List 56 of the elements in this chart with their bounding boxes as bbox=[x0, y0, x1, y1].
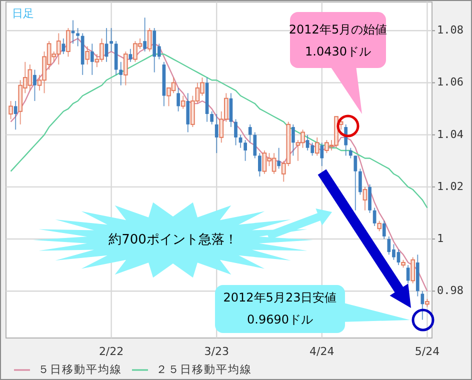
candlestick bbox=[362, 186, 368, 211]
candlestick bbox=[76, 28, 80, 47]
legend-label: ２５日移動平均線 bbox=[156, 363, 252, 376]
candlestick bbox=[368, 184, 372, 214]
candlestick bbox=[410, 256, 416, 284]
x-tick-label: 3/23 bbox=[204, 345, 229, 358]
candlestick bbox=[377, 220, 382, 232]
candlestick bbox=[314, 136, 320, 156]
candlestick bbox=[344, 124, 348, 156]
y-tick-label: 1.04 bbox=[437, 128, 464, 141]
candlestick bbox=[420, 290, 424, 320]
candlestick bbox=[128, 48, 132, 62]
y-tick-label: 1 bbox=[437, 232, 444, 246]
x-tick-label: 2/22 bbox=[98, 345, 124, 358]
candlestick bbox=[62, 38, 66, 55]
annotation: 日足 bbox=[12, 7, 34, 20]
candlestick bbox=[320, 142, 324, 167]
candlestick bbox=[90, 43, 94, 76]
candlestick bbox=[147, 28, 152, 52]
candlestick bbox=[234, 118, 238, 146]
y-tick-label: 1.06 bbox=[437, 76, 464, 89]
candlestick bbox=[382, 220, 386, 240]
candlestick bbox=[210, 110, 214, 125]
candlestick bbox=[186, 92, 190, 133]
candlestick bbox=[244, 140, 247, 162]
candlestick bbox=[176, 87, 180, 112]
candlestick bbox=[180, 95, 186, 110]
candlestick bbox=[14, 100, 18, 130]
candlestick bbox=[253, 132, 257, 159]
candlestick bbox=[123, 50, 128, 86]
y-tick-label: 1.02 bbox=[437, 180, 464, 193]
candlestick bbox=[119, 61, 123, 86]
legend-label: ５日移動平均線 bbox=[38, 363, 122, 376]
candlestick bbox=[258, 152, 262, 178]
y-tick-label: 1.08 bbox=[437, 24, 464, 37]
x-tick-label: 5/24 bbox=[414, 345, 440, 358]
candlestick bbox=[71, 20, 75, 44]
candlestick bbox=[8, 100, 13, 120]
x-tick-label: 4/24 bbox=[310, 345, 334, 358]
annotation: 約700ポイント急落！ bbox=[108, 232, 238, 248]
candlestick bbox=[348, 147, 352, 159]
candlestick bbox=[277, 147, 281, 170]
candlestick bbox=[110, 28, 113, 52]
candlestick bbox=[358, 168, 362, 196]
candlestick bbox=[214, 114, 218, 154]
candlestick bbox=[354, 155, 358, 211]
candlestick bbox=[143, 17, 146, 52]
candlestick bbox=[33, 69, 36, 102]
candlestick bbox=[85, 46, 90, 66]
candlestick bbox=[229, 92, 233, 128]
candlestick bbox=[292, 124, 295, 156]
candlestick bbox=[248, 124, 252, 144]
annotation: 2012年5月の始値 1.0430ドル bbox=[288, 22, 388, 58]
candlestick bbox=[66, 28, 70, 58]
y-tick-label: 0.98 bbox=[437, 284, 464, 298]
annotation: 2012年5月23日安値 0.9690ドル bbox=[223, 290, 337, 326]
